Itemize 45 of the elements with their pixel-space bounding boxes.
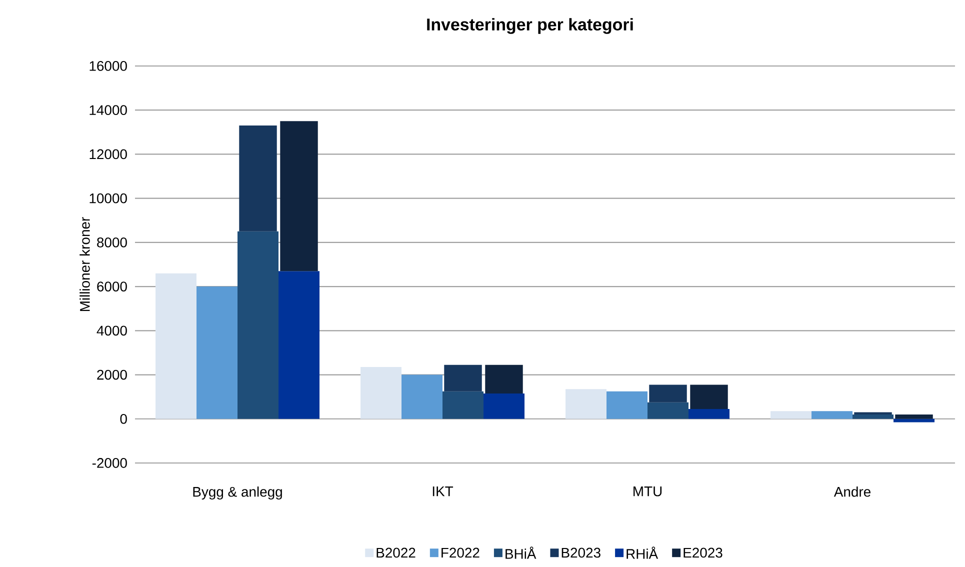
x-tick-label: IKT [432, 486, 454, 496]
bar [690, 384, 728, 409]
y-tick-label: 2000 [97, 370, 127, 380]
bar [648, 402, 689, 419]
bar [360, 367, 402, 419]
x-tick-label: MTU [634, 486, 662, 496]
bar [156, 273, 196, 419]
y-tick-label: 14000 [90, 105, 127, 116]
y-tick-label: 6000 [97, 282, 127, 292]
x-tick-label: Andre [834, 486, 870, 497]
bar [852, 414, 894, 419]
y-axis-title: Millioner kroner [80, 217, 90, 312]
y-tick-label: 4000 [96, 326, 127, 336]
bar [278, 271, 320, 419]
bar [280, 121, 318, 272]
bar [812, 411, 853, 419]
bar [238, 231, 279, 419]
bar [649, 384, 687, 402]
x-tick-label: Bygg & anlegg [193, 486, 282, 500]
bar [606, 391, 648, 419]
bar [444, 364, 482, 392]
legend-label: B2023 [562, 548, 600, 558]
chart-title: Investeringer per kategori [427, 18, 633, 34]
bar [402, 374, 443, 419]
y-tick-label: 16000 [90, 61, 127, 71]
y-tick-label: 0 [120, 414, 127, 424]
legend-label: B2022 [376, 548, 416, 558]
legend-label: E2023 [684, 548, 722, 558]
bar [566, 389, 607, 419]
bar [894, 418, 935, 422]
y-tick-label: 10000 [90, 193, 127, 204]
bar [895, 414, 933, 419]
bar [770, 411, 812, 419]
bar [688, 408, 730, 419]
legend-label: RHiÅ [626, 546, 658, 559]
bar [485, 364, 523, 394]
y-tick-label: -2000 [92, 458, 127, 468]
bar [196, 286, 238, 419]
legend-label: F2022 [442, 548, 480, 558]
y-tick-label: 12000 [90, 149, 127, 160]
bar [239, 126, 277, 232]
y-tick-label: 8000 [97, 237, 127, 248]
legend-label: BHiÅ [506, 546, 536, 559]
bar [442, 391, 484, 419]
bar [484, 394, 525, 419]
